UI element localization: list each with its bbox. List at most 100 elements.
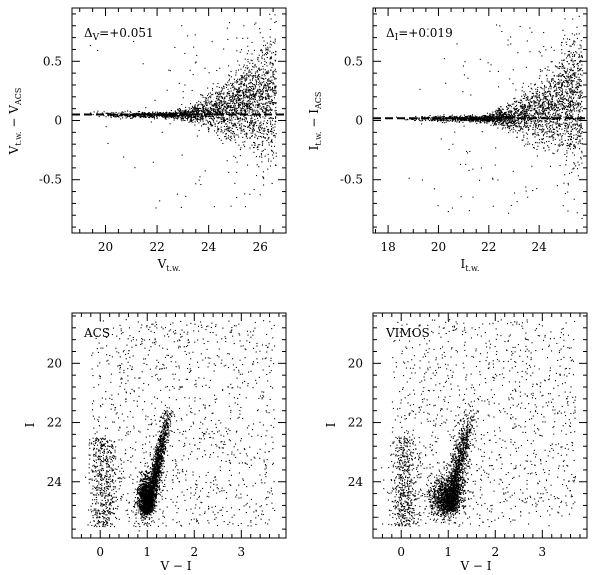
data-point — [162, 115, 164, 117]
data-point — [553, 131, 555, 133]
data-point — [502, 121, 504, 123]
data-point — [211, 108, 213, 110]
data-point — [226, 86, 228, 88]
data-point — [468, 210, 470, 212]
data-point — [564, 53, 566, 55]
data-point — [228, 135, 230, 137]
data-point — [539, 112, 541, 114]
data-point — [90, 112, 92, 114]
data-point — [251, 69, 253, 71]
data-point — [566, 108, 568, 110]
data-point — [237, 96, 239, 98]
data-point — [269, 107, 271, 109]
data-point — [142, 111, 144, 113]
data-point — [118, 116, 120, 118]
data-point — [515, 101, 517, 103]
data-point — [572, 64, 574, 66]
data-point — [257, 144, 259, 146]
data-point — [244, 206, 246, 208]
data-point — [260, 93, 262, 95]
data-point — [478, 120, 480, 122]
data-point — [232, 82, 234, 84]
data-point — [248, 69, 250, 71]
data-point — [523, 107, 525, 109]
data-point — [209, 110, 211, 112]
data-point — [559, 79, 561, 81]
data-point — [272, 157, 274, 159]
data-point — [236, 82, 238, 84]
data-point — [226, 27, 228, 29]
data-point — [260, 62, 262, 64]
data-point — [568, 88, 570, 90]
data-point — [255, 79, 257, 81]
data-point — [216, 115, 218, 117]
data-point — [230, 106, 232, 108]
data-point — [580, 94, 582, 96]
data-point — [158, 112, 160, 114]
data-point — [574, 127, 576, 129]
data-point — [541, 130, 543, 132]
data-point — [265, 62, 267, 64]
data-point — [169, 123, 171, 125]
data-point — [243, 125, 245, 127]
data-point — [242, 105, 244, 107]
data-point — [527, 117, 529, 119]
data-point — [495, 115, 497, 117]
data-point — [121, 111, 123, 113]
data-point — [242, 90, 244, 92]
data-point — [266, 122, 268, 124]
data-point — [223, 110, 225, 112]
data-point — [573, 73, 575, 75]
data-point — [529, 51, 531, 53]
data-point — [220, 139, 222, 141]
data-point — [174, 46, 176, 48]
data-point — [495, 113, 497, 115]
data-point — [508, 122, 510, 124]
data-point — [563, 59, 565, 61]
data-point — [107, 142, 109, 144]
data-point — [266, 133, 268, 135]
data-point — [254, 93, 256, 95]
data-point — [578, 80, 580, 82]
data-point — [551, 135, 553, 137]
data-point — [454, 117, 456, 119]
data-point — [521, 119, 523, 121]
data-point — [550, 103, 552, 105]
data-point — [214, 103, 216, 105]
data-point — [252, 91, 254, 93]
data-point — [559, 165, 561, 167]
data-point — [247, 45, 249, 47]
data-point — [554, 108, 556, 110]
data-point — [178, 107, 180, 109]
data-point — [443, 119, 445, 121]
data-point — [558, 66, 560, 68]
data-point — [577, 62, 579, 64]
data-point — [228, 128, 230, 130]
data-point — [544, 132, 546, 134]
data-point — [579, 142, 581, 144]
data-point — [571, 136, 573, 138]
data-point — [501, 112, 503, 114]
data-point — [572, 109, 574, 111]
data-point — [263, 130, 265, 132]
data-point — [572, 105, 574, 107]
data-point — [573, 118, 575, 120]
data-point — [238, 92, 240, 94]
data-point — [487, 122, 489, 124]
data-point — [484, 119, 486, 121]
data-point — [572, 118, 574, 120]
data-point — [207, 128, 209, 130]
data-point — [537, 134, 539, 136]
data-point — [236, 171, 238, 173]
data-point — [221, 97, 223, 99]
data-point — [513, 124, 515, 126]
data-point — [175, 112, 177, 114]
data-point — [445, 119, 447, 121]
data-point — [438, 119, 440, 121]
data-point — [197, 110, 199, 112]
data-point — [248, 72, 250, 74]
data-point — [264, 137, 266, 139]
data-point — [567, 126, 569, 128]
data-point — [272, 127, 274, 129]
data-point — [196, 110, 198, 112]
